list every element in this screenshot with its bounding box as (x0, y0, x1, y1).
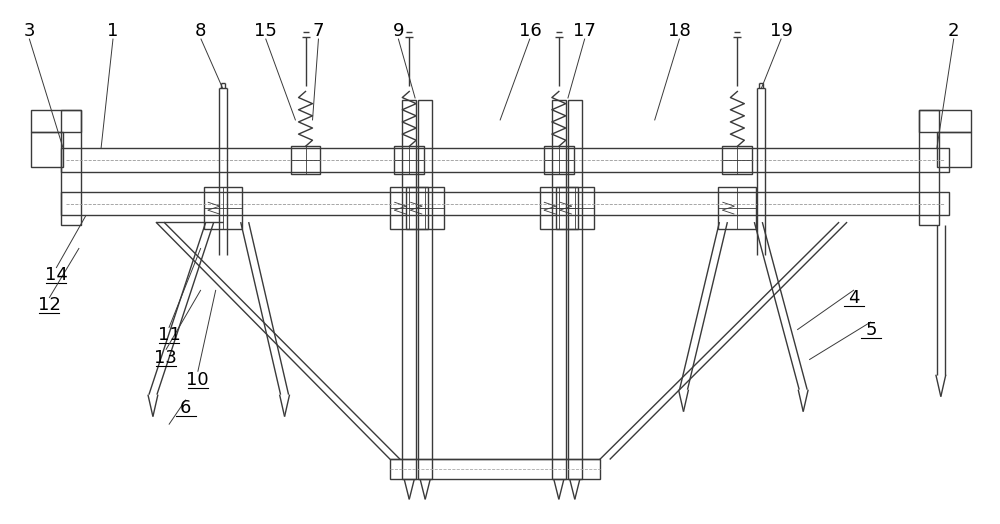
Text: 5: 5 (865, 321, 877, 339)
Bar (722, 146, 752, 174)
Text: 9: 9 (393, 21, 404, 40)
Bar (919, 111, 939, 225)
Text: 6: 6 (180, 399, 192, 417)
Text: 3: 3 (24, 21, 35, 40)
Bar (556, 187, 594, 229)
Bar (61, 111, 81, 225)
Text: 10: 10 (186, 370, 209, 389)
Bar (402, 101, 416, 479)
Bar (552, 101, 566, 479)
Bar (61, 192, 949, 215)
Bar (31, 111, 81, 133)
Bar (394, 146, 424, 174)
Text: 14: 14 (45, 266, 68, 284)
Bar (390, 460, 600, 479)
Text: 7: 7 (313, 21, 324, 40)
Bar (31, 133, 63, 167)
Text: 8: 8 (195, 21, 206, 40)
Text: 12: 12 (38, 296, 61, 314)
Text: 15: 15 (254, 21, 277, 40)
Bar (390, 187, 428, 229)
Text: 4: 4 (848, 289, 860, 307)
Text: 2: 2 (948, 21, 960, 40)
Bar (568, 101, 582, 479)
Bar (937, 133, 971, 167)
Text: 18: 18 (668, 21, 691, 40)
Text: 11: 11 (158, 326, 180, 344)
Text: 19: 19 (770, 21, 793, 40)
Text: 1: 1 (107, 21, 119, 40)
Bar (544, 146, 574, 174)
Bar (204, 187, 242, 229)
Text: 16: 16 (519, 21, 541, 40)
Text: 17: 17 (573, 21, 596, 40)
Bar (406, 187, 444, 229)
Bar (718, 187, 756, 229)
Bar (919, 111, 971, 133)
Text: 13: 13 (154, 349, 177, 367)
Bar (540, 187, 578, 229)
Bar (418, 101, 432, 479)
Bar (61, 148, 949, 172)
Bar (291, 146, 320, 174)
